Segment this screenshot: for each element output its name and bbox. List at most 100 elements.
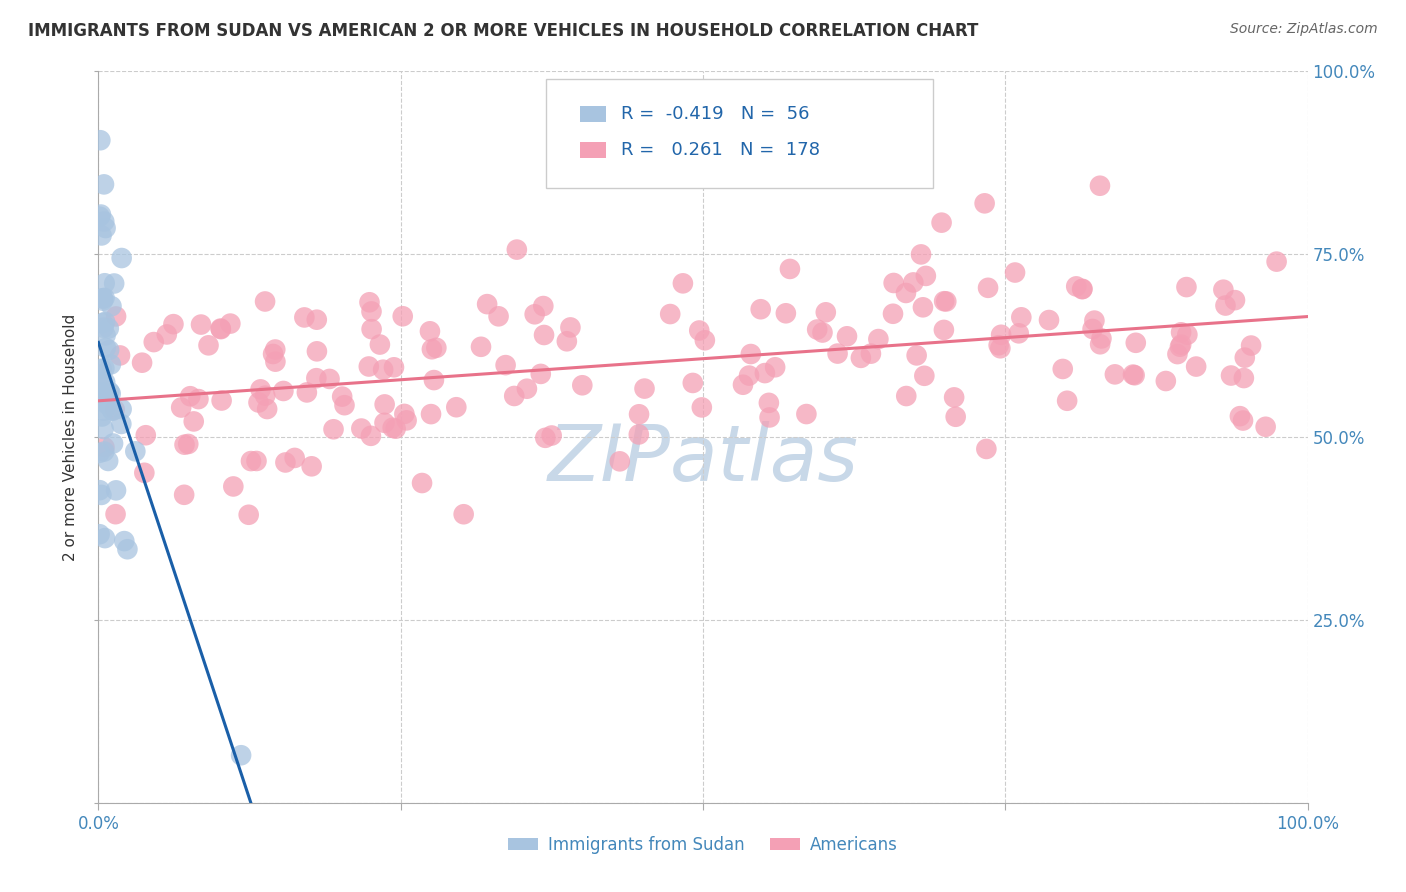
Point: [373, 362, 395, 376]
Point: [1090, 331, 1112, 345]
Point: [976, 442, 998, 456]
Point: [249, 383, 271, 397]
Point: [134, 466, 156, 480]
Point: [628, 407, 651, 421]
Point: [571, 378, 593, 392]
Point: [973, 196, 995, 211]
Point: [350, 421, 373, 435]
Point: [295, 385, 318, 400]
Point: [475, 297, 498, 311]
Point: [183, 414, 205, 428]
Point: [1229, 409, 1251, 424]
Point: [264, 343, 287, 357]
Point: [110, 417, 132, 431]
Point: [274, 455, 297, 469]
Point: [779, 261, 801, 276]
Point: [1071, 282, 1094, 296]
Point: [239, 454, 262, 468]
Point: [1170, 326, 1192, 340]
Point: [173, 438, 195, 452]
Point: [1081, 322, 1104, 336]
Text: ZIPatlas: ZIPatlas: [547, 421, 859, 497]
Point: [425, 341, 447, 355]
Point: [301, 459, 323, 474]
Point: [101, 436, 124, 450]
Point: [531, 299, 554, 313]
Point: [758, 147, 780, 161]
Point: [423, 373, 446, 387]
Point: [101, 404, 124, 418]
Point: [609, 454, 631, 468]
FancyBboxPatch shape: [579, 143, 606, 159]
Point: [94, 328, 117, 343]
Point: [111, 251, 134, 265]
Point: [89, 483, 111, 498]
Point: [896, 389, 918, 403]
Point: [373, 416, 395, 430]
Point: [859, 346, 882, 360]
Point: [690, 401, 713, 415]
Point: [93, 403, 115, 417]
Point: [104, 402, 127, 417]
Point: [1177, 327, 1199, 342]
Point: [170, 401, 193, 415]
Point: [1088, 337, 1111, 351]
Point: [103, 277, 125, 291]
Point: [395, 413, 418, 427]
Point: [187, 392, 209, 406]
Point: [470, 340, 492, 354]
Point: [90, 368, 112, 382]
Point: [90, 208, 112, 222]
Point: [256, 402, 278, 417]
Point: [827, 346, 849, 360]
Point: [96, 395, 118, 409]
Point: [124, 444, 146, 458]
Point: [91, 392, 114, 406]
Point: [849, 351, 872, 365]
Point: [97, 454, 120, 468]
Point: [382, 360, 405, 375]
Point: [90, 488, 112, 502]
Point: [90, 361, 112, 376]
Point: [910, 247, 932, 261]
Point: [1220, 368, 1243, 383]
Point: [763, 360, 786, 375]
Point: [1154, 374, 1177, 388]
Point: [555, 334, 578, 349]
Point: [273, 384, 295, 398]
Point: [1008, 326, 1031, 341]
Point: [905, 348, 928, 362]
Point: [1233, 371, 1256, 385]
Point: [254, 294, 277, 309]
Point: [238, 508, 260, 522]
Point: [945, 409, 967, 424]
Point: [1175, 280, 1198, 294]
Point: [1233, 351, 1256, 365]
Point: [359, 295, 381, 310]
Point: [333, 398, 356, 412]
Point: [1052, 362, 1074, 376]
Point: [446, 401, 468, 415]
Text: Source: ZipAtlas.com: Source: ZipAtlas.com: [1230, 22, 1378, 37]
Point: [540, 428, 562, 442]
Point: [868, 332, 890, 346]
Point: [105, 310, 128, 324]
Point: [530, 367, 553, 381]
Point: [173, 488, 195, 502]
Point: [368, 337, 391, 351]
Text: IMMIGRANTS FROM SUDAN VS AMERICAN 2 OR MORE VEHICLES IN HOUSEHOLD CORRELATION CH: IMMIGRANTS FROM SUDAN VS AMERICAN 2 OR M…: [28, 22, 979, 40]
Point: [229, 748, 252, 763]
Text: R =   0.261   N =  178: R = 0.261 N = 178: [621, 141, 820, 160]
Point: [89, 376, 111, 390]
Point: [1125, 335, 1147, 350]
Point: [100, 357, 122, 371]
Point: [682, 376, 704, 390]
Point: [100, 386, 122, 401]
Point: [1254, 419, 1277, 434]
Point: [90, 385, 112, 400]
Point: [1071, 282, 1094, 296]
Point: [211, 393, 233, 408]
Point: [411, 476, 433, 491]
Point: [903, 276, 925, 290]
Point: [209, 321, 232, 335]
